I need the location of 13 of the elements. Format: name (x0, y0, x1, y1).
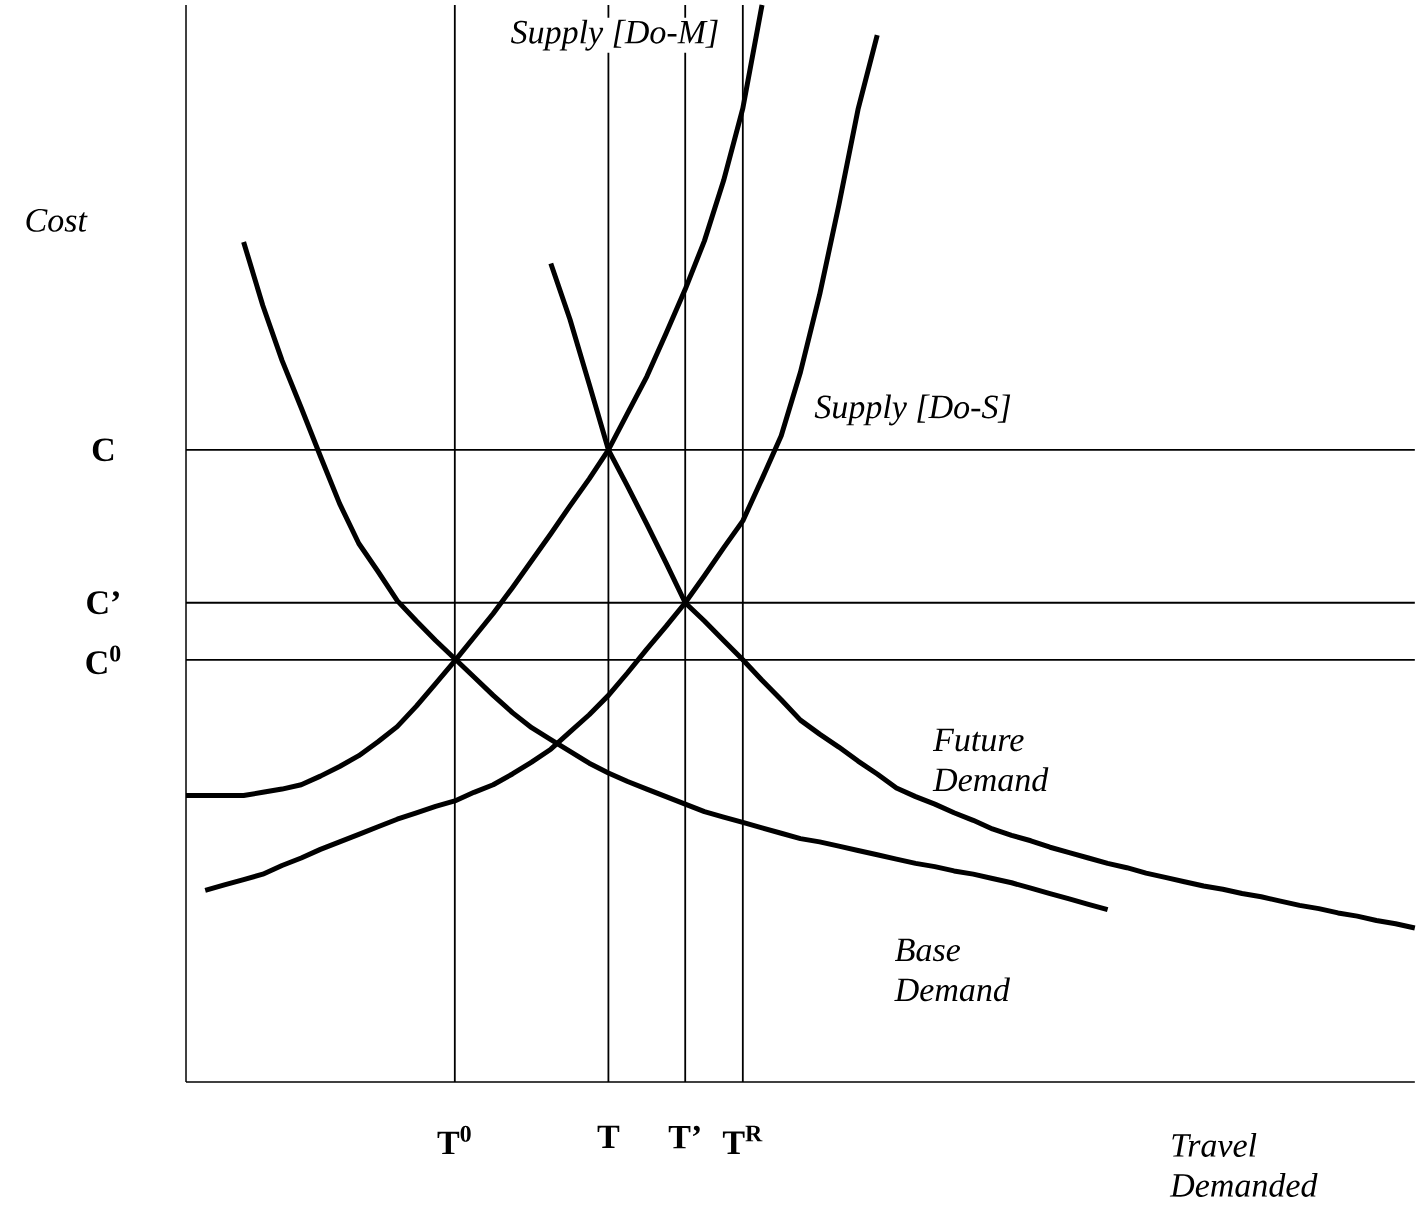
y-axis-title: Cost (26, 208, 88, 232)
ref-line-label: C$^{0}$ (86, 645, 121, 675)
series-label: Supply [Do-M] (511, 19, 718, 51)
x-tick-label: T’ (668, 1125, 700, 1149)
ref-line-label: C (92, 438, 114, 462)
x-tick-label: T (597, 1125, 620, 1149)
x-tick-label: T$^{0}$ (437, 1125, 471, 1155)
x-axis-title: Travel Demanded (1169, 1132, 1318, 1197)
ref-line-label: C’ (87, 591, 119, 615)
series-label: Supply [Do-S] (814, 394, 1011, 426)
x-tick-label: T$^{R}$ (722, 1125, 763, 1154)
series-label: Future Demand (932, 728, 1049, 792)
series-label: Base Demand (894, 938, 1010, 1002)
